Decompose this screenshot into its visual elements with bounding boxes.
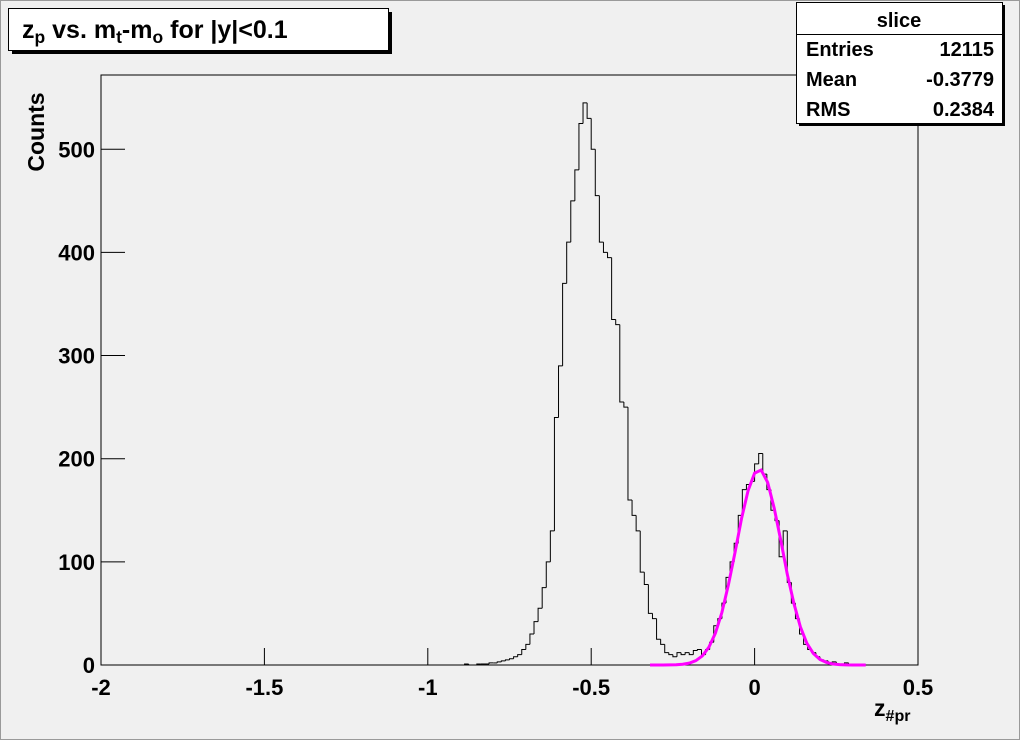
text-part: vs. m bbox=[45, 16, 116, 44]
y-tick-label: 400 bbox=[58, 240, 95, 265]
text-part: z bbox=[22, 16, 35, 44]
y-tick-label: 300 bbox=[58, 344, 95, 369]
histogram-bin bbox=[684, 652, 690, 655]
histogram-bin bbox=[680, 652, 686, 656]
stats-label: Entries bbox=[806, 39, 874, 61]
histogram-bin bbox=[525, 643, 530, 650]
histogram-bin bbox=[672, 654, 677, 658]
histogram-bin bbox=[541, 587, 547, 609]
frame bbox=[100, 74, 919, 666]
histogram-bin bbox=[664, 644, 669, 654]
histogram-bin bbox=[590, 118, 596, 150]
y-axis-label: Counts bbox=[23, 92, 49, 171]
subscript: p bbox=[35, 27, 46, 47]
text-part: -m bbox=[122, 16, 153, 44]
histogram-bin bbox=[639, 530, 645, 573]
histogram-bin bbox=[647, 584, 653, 614]
y-tick-label: 0 bbox=[83, 653, 95, 678]
histogram-bin bbox=[602, 242, 608, 253]
x-tick-label: -0.5 bbox=[572, 675, 610, 700]
histogram-bin bbox=[517, 654, 522, 657]
y-tick-label: 100 bbox=[58, 550, 95, 575]
x-tick-label: -1 bbox=[418, 675, 438, 700]
histogram-bin bbox=[688, 652, 694, 656]
stats-value: 0.2384 bbox=[933, 99, 995, 121]
histogram-bin bbox=[594, 149, 600, 197]
histogram-bin bbox=[562, 282, 567, 366]
y-tick-label: 500 bbox=[58, 137, 95, 162]
x-tick-label: -2 bbox=[91, 675, 111, 700]
histogram-bin bbox=[582, 102, 588, 124]
x-axis-label: z#pr bbox=[874, 695, 911, 725]
histogram-bin bbox=[500, 660, 506, 662]
histogram-bin bbox=[566, 241, 571, 284]
histogram-bin bbox=[607, 252, 612, 259]
histogram-bin bbox=[611, 257, 616, 320]
histogram-bin bbox=[619, 324, 624, 403]
text-part: z bbox=[874, 695, 886, 721]
histogram-bin bbox=[635, 515, 641, 532]
y-tick-label: 200 bbox=[58, 447, 95, 472]
histogram-bin bbox=[586, 102, 592, 119]
histogram-bin bbox=[758, 453, 763, 464]
histogram-bin bbox=[464, 663, 469, 665]
histogram-bin bbox=[627, 407, 633, 501]
histogram-bin bbox=[558, 365, 563, 418]
histogram-bin bbox=[631, 499, 637, 516]
histogram-bin bbox=[549, 530, 555, 562]
histogram-bin bbox=[553, 416, 559, 531]
histogram-bin bbox=[570, 200, 575, 243]
histogram-bin bbox=[513, 656, 518, 659]
histogram-bin bbox=[533, 621, 539, 635]
stats-label: RMS bbox=[806, 99, 850, 121]
histogram-bin bbox=[643, 572, 649, 586]
chart-title: zp vs. mt-mo for |y|<0.1 bbox=[22, 16, 288, 47]
histogram-bin bbox=[521, 649, 526, 655]
stats-value: 12115 bbox=[939, 39, 994, 61]
histogram-bin bbox=[692, 650, 698, 655]
stats-value: -0.3779 bbox=[926, 69, 994, 91]
histogram-bin bbox=[504, 659, 510, 661]
histogram-bin bbox=[660, 639, 665, 645]
subscript: t bbox=[116, 27, 122, 47]
histogram-bin bbox=[537, 607, 543, 622]
subscript: o bbox=[152, 27, 163, 47]
histogram-bin bbox=[623, 401, 628, 408]
x-tick-label: -1.5 bbox=[245, 675, 283, 700]
histogram-bin bbox=[578, 122, 584, 170]
histogram-bin bbox=[676, 652, 682, 657]
histogram-bin bbox=[668, 652, 673, 656]
histogram-bin bbox=[574, 169, 579, 201]
histogram-bin bbox=[651, 613, 657, 620]
histogram-bin bbox=[509, 658, 514, 660]
title-box bbox=[8, 8, 389, 51]
stats-frame bbox=[796, 2, 1003, 124]
histogram-bin bbox=[468, 663, 473, 666]
histogram-bin bbox=[496, 661, 502, 663]
histogram-bin bbox=[656, 618, 661, 640]
histogram-bin bbox=[529, 633, 535, 645]
subscript: #pr bbox=[886, 707, 912, 725]
histogram-bin bbox=[476, 663, 481, 665]
histogram-bin bbox=[545, 561, 551, 588]
stats-title: slice bbox=[877, 10, 921, 32]
x-tick-label: 0.5 bbox=[903, 675, 934, 700]
histogram-bin bbox=[488, 662, 494, 664]
histogram-bin bbox=[615, 319, 620, 326]
histogram-bin bbox=[741, 489, 747, 516]
x-tick-label: 0 bbox=[748, 675, 760, 700]
histogram-bin bbox=[598, 195, 604, 243]
fit-curve bbox=[650, 468, 866, 667]
histogram-bin bbox=[696, 649, 702, 651]
stats-label: Mean bbox=[806, 69, 857, 91]
text-part: for |y|<0.1 bbox=[163, 16, 288, 44]
